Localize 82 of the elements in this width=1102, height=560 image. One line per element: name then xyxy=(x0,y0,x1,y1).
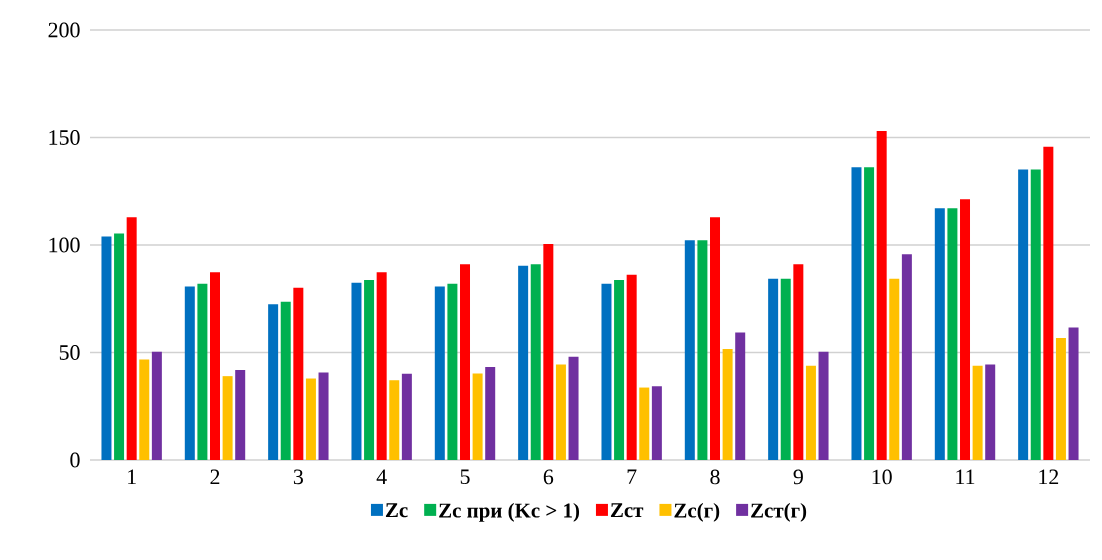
bar xyxy=(851,167,862,460)
bar xyxy=(901,254,912,460)
bar xyxy=(268,304,279,460)
bar xyxy=(305,378,316,460)
x-tick-label: 12 xyxy=(1039,469,1059,485)
bar xyxy=(151,351,162,460)
bar xyxy=(235,369,246,460)
x-tick-label: 1 xyxy=(128,469,136,484)
bar xyxy=(1030,169,1041,460)
bar xyxy=(543,243,554,460)
x-tick-label: 7 xyxy=(627,469,637,484)
x-tick-label: 8 xyxy=(710,469,720,485)
bar xyxy=(114,233,125,460)
bar xyxy=(960,199,971,460)
bar xyxy=(568,356,579,460)
y-tick-label: 150 xyxy=(49,130,80,145)
bar xyxy=(472,373,483,460)
bar xyxy=(876,131,887,460)
y-tick-label: 50 xyxy=(59,345,80,360)
bar xyxy=(460,264,470,460)
bar xyxy=(210,272,220,460)
bar xyxy=(722,349,733,460)
bar xyxy=(351,282,362,460)
bar xyxy=(139,359,150,460)
bar xyxy=(651,386,662,460)
bar xyxy=(972,365,983,460)
bar xyxy=(197,283,208,460)
legend-label: Zc xyxy=(385,503,408,518)
bar xyxy=(947,208,958,460)
bar xyxy=(710,217,720,460)
bar xyxy=(818,351,829,460)
bar xyxy=(985,364,996,460)
bar xyxy=(555,364,566,460)
bar xyxy=(318,372,329,460)
y-tick-label: 100 xyxy=(49,237,80,253)
bar xyxy=(697,240,708,460)
x-tick-label: 9 xyxy=(793,469,803,485)
bar xyxy=(293,287,304,460)
x-tick-label: 6 xyxy=(543,469,554,485)
bar xyxy=(280,301,291,460)
bar xyxy=(864,167,875,460)
legend-label: Zcт xyxy=(610,503,644,518)
bar xyxy=(389,380,400,460)
bar xyxy=(793,264,804,460)
bar xyxy=(101,236,112,460)
x-tick-label: 11 xyxy=(956,469,975,484)
bar xyxy=(401,373,412,460)
x-tick-label: 4 xyxy=(376,469,387,484)
y-tick-label: 0 xyxy=(70,452,80,468)
bar xyxy=(684,240,695,460)
x-tick-label: 10 xyxy=(872,469,892,485)
bar xyxy=(364,280,375,460)
legend-label: Zc при (Kc > 1) xyxy=(439,502,580,522)
bar xyxy=(1043,146,1054,460)
bar xyxy=(376,272,387,460)
bar xyxy=(889,278,900,460)
bar xyxy=(447,283,458,460)
bar xyxy=(126,217,137,460)
bar xyxy=(805,365,816,460)
bar xyxy=(780,278,791,460)
bar xyxy=(184,286,195,460)
x-tick-label: 3 xyxy=(293,469,303,485)
bar xyxy=(934,208,945,460)
bar xyxy=(530,264,541,460)
bar xyxy=(614,280,625,460)
bar xyxy=(485,367,496,460)
bar xyxy=(601,283,612,460)
x-tick-label: 5 xyxy=(460,469,470,485)
bar xyxy=(1055,337,1066,460)
bar xyxy=(639,387,650,460)
bar xyxy=(1068,327,1079,460)
legend-label: Zcт(г) xyxy=(751,502,807,522)
x-tick-label: 2 xyxy=(210,469,220,485)
bar xyxy=(434,286,445,460)
y-tick-label: 200 xyxy=(48,22,80,38)
bar xyxy=(768,278,779,460)
bar xyxy=(735,332,746,460)
legend-label: Zc(г) xyxy=(674,502,720,522)
bar xyxy=(518,265,529,460)
bar xyxy=(626,274,637,460)
bar xyxy=(222,376,233,460)
bar xyxy=(1018,169,1029,460)
